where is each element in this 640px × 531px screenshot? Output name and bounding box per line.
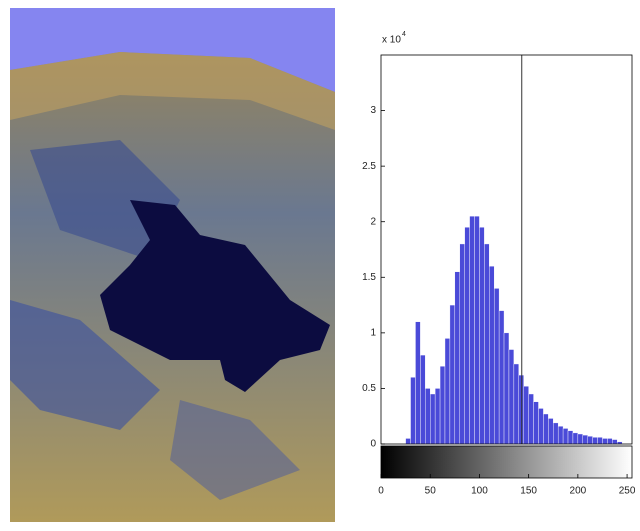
x-tick-label: 200	[570, 486, 587, 497]
y-tick-label: 3	[370, 105, 376, 116]
axes-box	[380, 54, 633, 445]
bar	[459, 243, 465, 445]
bar	[489, 265, 495, 445]
bar	[523, 386, 529, 445]
bar	[528, 393, 534, 445]
bar	[474, 215, 480, 445]
bar	[533, 401, 539, 445]
x-tick-label: 0	[378, 486, 384, 497]
bar	[572, 432, 579, 445]
histogram-axes: 0 0.5 1 1.5 2 2.5 3 0 50 100 150 200 250	[362, 55, 636, 497]
bar	[454, 271, 460, 445]
x-tick-label: 50	[425, 486, 437, 497]
bar	[410, 377, 416, 445]
x-tick-label: 150	[520, 486, 537, 497]
y-exponent-base: x 10	[382, 35, 401, 46]
bar	[503, 332, 510, 445]
bar	[420, 354, 426, 445]
bar	[577, 433, 583, 445]
y-tick-label: 0	[370, 439, 376, 450]
bar	[405, 438, 411, 445]
bar	[597, 437, 603, 445]
bar	[444, 338, 451, 445]
bar	[508, 349, 515, 445]
bar	[612, 439, 618, 445]
bar	[484, 243, 490, 445]
y-tick-label: 2	[370, 216, 376, 227]
y-tick-label: 1.5	[362, 272, 376, 283]
bar	[607, 438, 613, 445]
bar	[498, 310, 505, 445]
bar	[543, 413, 549, 445]
bar	[557, 426, 564, 445]
bar	[464, 227, 470, 445]
x-tick-label: 250	[619, 486, 636, 497]
bar	[587, 436, 593, 445]
bar	[430, 393, 436, 445]
satellite-image	[10, 8, 335, 522]
y-tick-label: 2.5	[362, 161, 376, 172]
bar	[562, 428, 569, 445]
bar	[602, 438, 608, 445]
bar	[548, 418, 554, 445]
bar	[538, 408, 544, 445]
bar	[582, 434, 588, 445]
x-tick-label: 100	[471, 486, 488, 497]
bar	[449, 304, 456, 445]
bar	[439, 366, 446, 445]
bar	[513, 363, 520, 445]
bar	[469, 215, 475, 445]
bar	[592, 437, 598, 445]
bar	[415, 321, 421, 445]
y-exponent: 4	[402, 31, 406, 38]
bar	[493, 288, 500, 445]
bar	[567, 430, 574, 445]
bar	[434, 388, 441, 445]
y-tick-label: 0.5	[362, 383, 376, 394]
bar	[553, 422, 559, 445]
bar	[425, 388, 431, 445]
gray-colorbar	[380, 445, 633, 479]
y-tick-label: 1	[370, 327, 376, 338]
bar	[479, 227, 485, 445]
